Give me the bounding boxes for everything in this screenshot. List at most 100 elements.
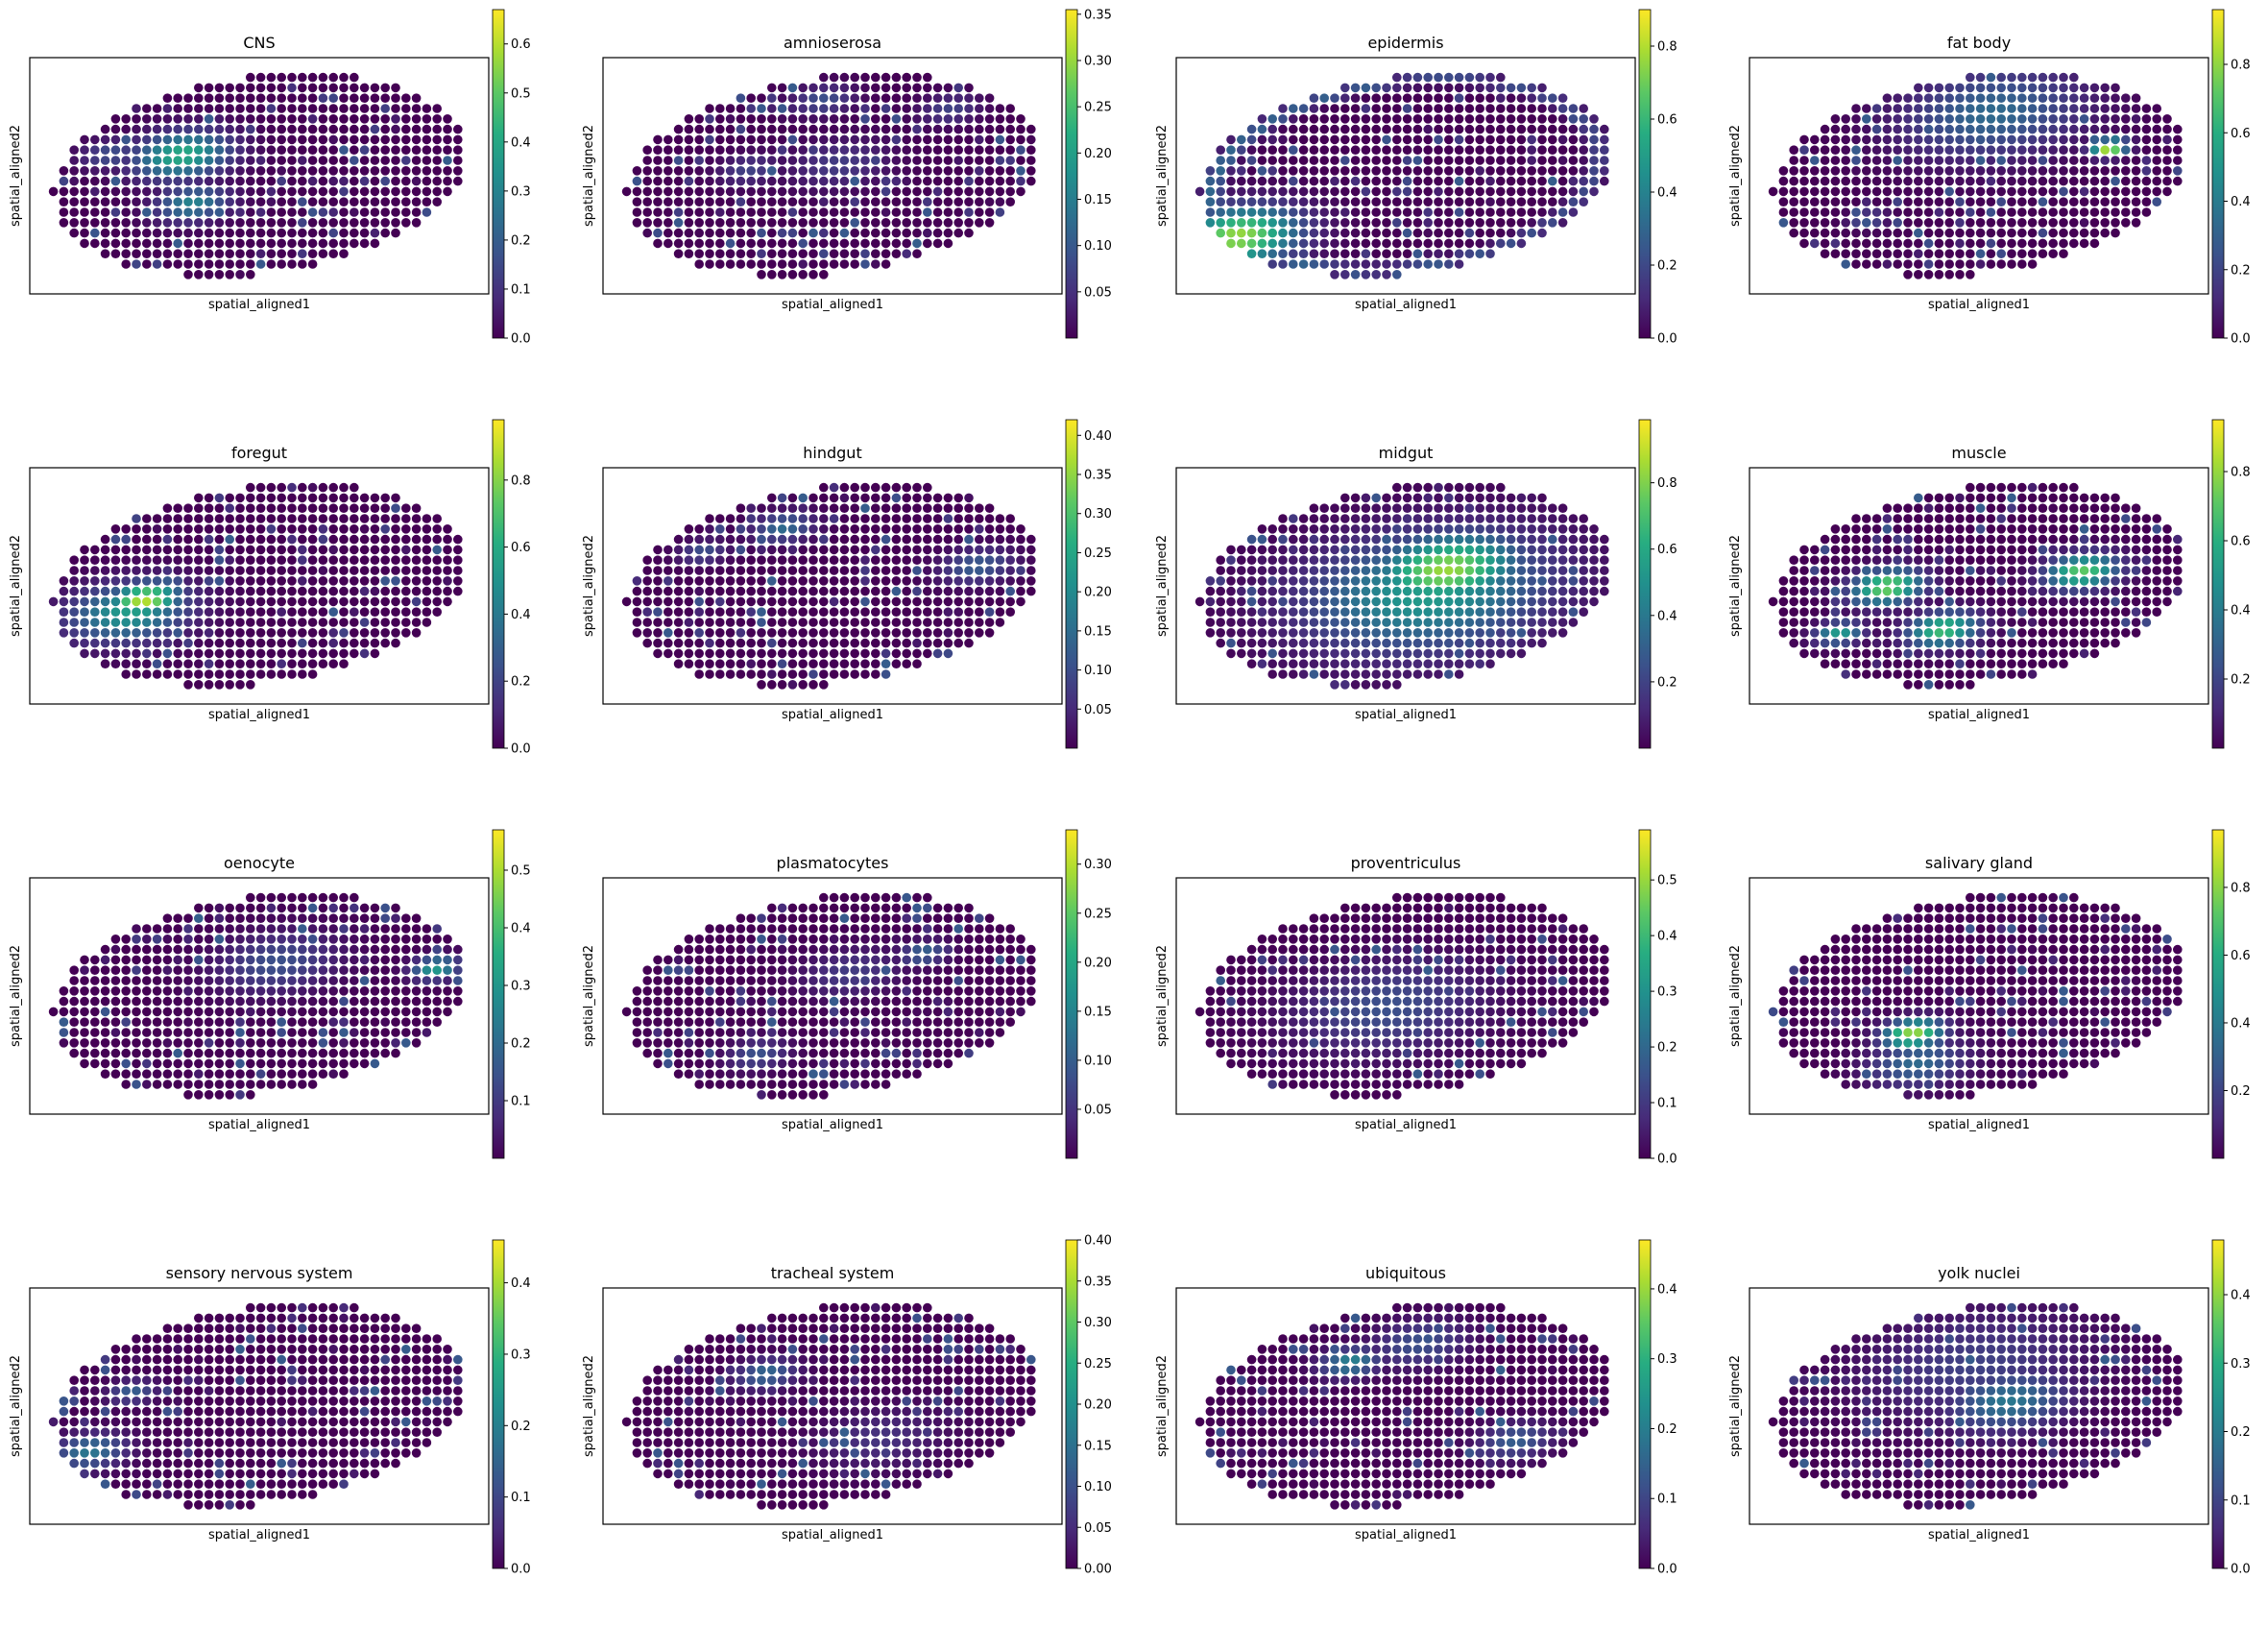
scatter-point [194, 249, 204, 258]
scatter-point [2017, 229, 2027, 238]
scatter-point [1392, 618, 1402, 627]
scatter-point [1527, 576, 1536, 586]
scatter-point [1966, 218, 1975, 228]
scatter-point [235, 104, 245, 113]
scatter-point [225, 576, 234, 586]
scatter-point [1330, 524, 1339, 534]
scatter-point [121, 535, 131, 545]
scatter-point [1005, 607, 1015, 617]
scatter-point [1955, 104, 1965, 113]
scatter-point [298, 249, 307, 258]
scatter-point [1278, 145, 1288, 155]
scatter-point [319, 197, 328, 206]
scatter-point [1872, 566, 1882, 575]
scatter-point [1465, 104, 1475, 113]
scatter-point [2162, 114, 2172, 124]
scatter-point [277, 104, 286, 113]
scatter-point [2152, 597, 2161, 607]
scatter-point [871, 84, 881, 93]
scatter-point [1434, 669, 1443, 679]
scatter-point [1267, 535, 1277, 545]
scatter-point [1267, 607, 1277, 617]
scatter-point [267, 566, 277, 575]
scatter-point [1976, 73, 1986, 83]
scatter-point [2111, 177, 2120, 186]
scatter-point [277, 628, 286, 638]
scatter-point [736, 249, 746, 258]
scatter-point [1247, 187, 1257, 197]
scatter-point [101, 659, 110, 668]
scatter-point [1237, 239, 1246, 249]
scatter-point [1810, 229, 1820, 238]
scatter-point [298, 104, 307, 113]
scatter-point [1893, 197, 1902, 206]
scatter-point [1434, 494, 1443, 503]
scatter-point [339, 177, 349, 186]
scatter-point [1465, 229, 1475, 238]
scatter-point [1267, 229, 1277, 238]
scatter-point [1206, 618, 1216, 627]
scatter-point [1569, 125, 1579, 134]
scatter-point [308, 207, 318, 217]
scatter-point [328, 566, 338, 575]
scatter-point [767, 659, 777, 668]
scatter-point [1924, 229, 1934, 238]
scatter-point [892, 93, 902, 103]
scatter-point [840, 618, 850, 627]
scatter-point [225, 494, 234, 503]
scatter-point [1392, 114, 1402, 124]
scatter-point [1247, 555, 1257, 565]
scatter-point [1517, 239, 1527, 249]
scatter-point [319, 187, 328, 197]
scatter-point [746, 618, 756, 627]
scatter-point [694, 576, 704, 586]
scatter-point [443, 125, 452, 134]
scatter-point [808, 84, 818, 93]
scatter-point [401, 524, 411, 534]
scatter-point [1351, 524, 1361, 534]
scatter-point [1382, 607, 1391, 617]
scatter-point [1392, 587, 1402, 596]
scatter-point [350, 135, 359, 145]
scatter-point [1883, 514, 1893, 523]
scatter-point [215, 239, 225, 249]
scatter-point [892, 618, 902, 627]
scatter-point [840, 145, 850, 155]
scatter-point [808, 125, 818, 134]
scatter-point [1496, 197, 1506, 206]
scatter-point [778, 197, 787, 206]
scatter-point [1351, 145, 1361, 155]
scatter-point [860, 166, 870, 176]
scatter-point [892, 239, 902, 249]
scatter-point [1987, 156, 1996, 165]
scatter-point [1330, 166, 1339, 176]
scatter-point [1299, 546, 1309, 555]
scatter-point [1330, 177, 1339, 186]
scatter-point [194, 135, 204, 145]
scatter-point [933, 156, 943, 165]
scatter-point [443, 576, 452, 586]
scatter-point [685, 535, 694, 545]
scatter-point [350, 546, 359, 555]
scatter-point [1548, 104, 1557, 113]
scatter-point [1831, 166, 1841, 176]
scatter-point [277, 659, 286, 668]
scatter-point [308, 125, 318, 134]
scatter-point [1423, 576, 1433, 586]
scatter-point [1935, 607, 1944, 617]
scatter-point [1976, 239, 1986, 249]
scatter-point [798, 166, 808, 176]
scatter-point [830, 84, 839, 93]
scatter-point [163, 93, 173, 103]
scatter-point [2039, 597, 2048, 607]
scatter-point [736, 166, 746, 176]
scatter-point [819, 566, 829, 575]
scatter-point [2059, 555, 2068, 565]
scatter-point [808, 503, 818, 513]
scatter-point [1955, 249, 1965, 258]
scatter-point [422, 197, 432, 206]
scatter-point [2017, 156, 2027, 165]
scatter-point [757, 218, 766, 228]
scatter-point [830, 218, 839, 228]
